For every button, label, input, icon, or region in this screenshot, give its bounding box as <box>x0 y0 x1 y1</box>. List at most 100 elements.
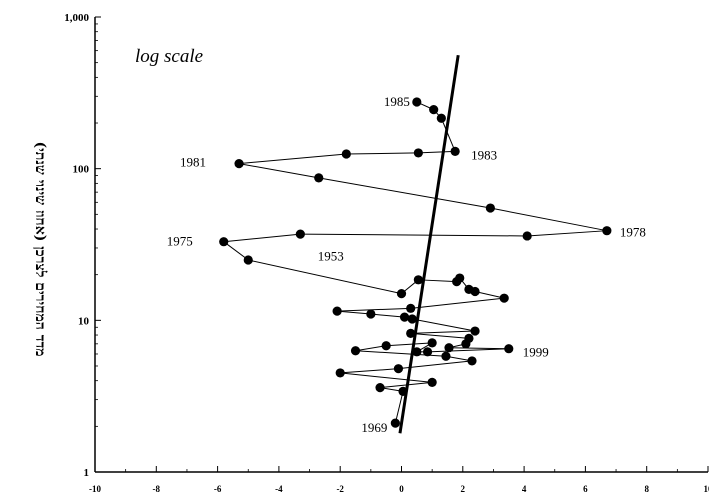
connector-segment <box>410 332 469 339</box>
data-point <box>467 356 477 366</box>
data-points <box>219 97 612 428</box>
data-point <box>413 148 423 158</box>
data-point <box>522 231 532 241</box>
connector-segment <box>410 330 476 334</box>
connector-segment <box>427 348 509 353</box>
year-label: 1999 <box>523 345 549 360</box>
connector-segment <box>223 233 301 243</box>
y-axis-title: מדד המחירים לצרכן (אחוז שינוי שנתי) <box>32 142 48 357</box>
annotations: 1985 1983 1981 1978 1975 1953 1999 1969 <box>167 94 646 435</box>
year-label: 1985 <box>384 94 410 109</box>
trend-line-segment <box>398 54 460 434</box>
connector-segment <box>527 230 607 237</box>
data-point <box>243 255 253 265</box>
data-point <box>396 289 407 299</box>
x-tick-label: -2 <box>336 484 344 494</box>
data-point <box>441 351 451 361</box>
x-tick-label: -10 <box>89 484 101 494</box>
x-tick-label: 2 <box>461 484 466 494</box>
year-label: 1983 <box>471 147 497 162</box>
data-point <box>335 368 345 378</box>
data-point <box>398 386 408 396</box>
data-point <box>422 347 433 357</box>
data-point <box>406 303 416 313</box>
x-tick-label: 10 <box>704 484 709 494</box>
connector-segment <box>239 153 347 165</box>
connector-segment <box>355 350 446 357</box>
data-point <box>341 149 351 159</box>
data-point <box>399 312 410 322</box>
connector-segment <box>337 307 411 312</box>
y-tick-label: 10 <box>78 315 90 327</box>
data-point <box>461 339 471 349</box>
data-point <box>381 341 391 351</box>
data-point <box>350 346 361 356</box>
connector-segment <box>238 163 319 179</box>
y-tick-label: 1,000 <box>64 12 89 24</box>
connector-segment <box>223 241 249 261</box>
data-point <box>314 173 324 183</box>
data-point <box>375 383 385 393</box>
connector-segment <box>394 391 404 424</box>
connector-segment <box>490 207 607 232</box>
x-tick-label: 6 <box>583 484 588 494</box>
data-point <box>234 158 244 169</box>
data-point <box>412 347 422 357</box>
x-tick-label: 8 <box>644 484 649 494</box>
connector-segment <box>412 318 476 332</box>
year-label: 1975 <box>167 234 193 249</box>
connector-segment <box>248 259 402 295</box>
year-label: 1981 <box>180 155 206 170</box>
x-tick-label: -4 <box>275 484 283 494</box>
connector-segment <box>340 372 433 383</box>
data-point <box>450 146 460 156</box>
data-point <box>485 203 495 213</box>
year-label: 1953 <box>318 249 344 264</box>
trend-line <box>398 54 460 434</box>
data-point <box>366 309 376 319</box>
data-point <box>436 113 446 123</box>
data-point <box>390 418 400 428</box>
data-point <box>470 326 480 336</box>
x-tick-label: -8 <box>153 484 161 494</box>
data-point <box>429 105 439 115</box>
data-point <box>499 293 509 303</box>
data-point <box>412 97 422 107</box>
data-point <box>393 364 404 374</box>
axes: 1 10 100 1,000 -10 -8 -6 -4 -2 0 2 4 6 8 10 <box>64 12 709 494</box>
y-tick-label: 1 <box>84 467 90 479</box>
y-tick-label: 100 <box>73 164 90 176</box>
year-label: 1969 <box>361 420 387 435</box>
x-tick-label: 4 <box>522 484 527 494</box>
connector-segment <box>410 297 505 309</box>
connector-segment <box>386 342 433 347</box>
data-point <box>602 226 612 236</box>
data-point <box>406 328 416 339</box>
data-point <box>470 286 480 297</box>
data-point <box>219 237 229 247</box>
data-point <box>455 273 465 283</box>
data-point <box>332 306 342 316</box>
connector-segment <box>474 290 505 299</box>
data-point <box>427 338 437 348</box>
connector-segment <box>418 150 456 154</box>
x-tick-label: 0 <box>399 484 404 494</box>
data-point <box>295 229 305 239</box>
connector-segment <box>355 345 387 352</box>
data-point <box>444 343 454 353</box>
connector-segment <box>337 310 371 315</box>
connector-segment <box>346 152 419 155</box>
data-point <box>413 275 423 285</box>
log-scale-note: log scale <box>135 46 203 67</box>
data-point <box>407 314 417 324</box>
connector-segment <box>448 347 509 350</box>
year-label: 1978 <box>620 225 646 240</box>
connector-segment <box>318 177 491 209</box>
data-point <box>427 377 437 387</box>
x-tick-label: -6 <box>214 484 222 494</box>
data-point <box>504 344 514 354</box>
connector-segment <box>370 313 405 318</box>
connector-segment <box>440 118 456 152</box>
connector-segment <box>300 233 528 237</box>
